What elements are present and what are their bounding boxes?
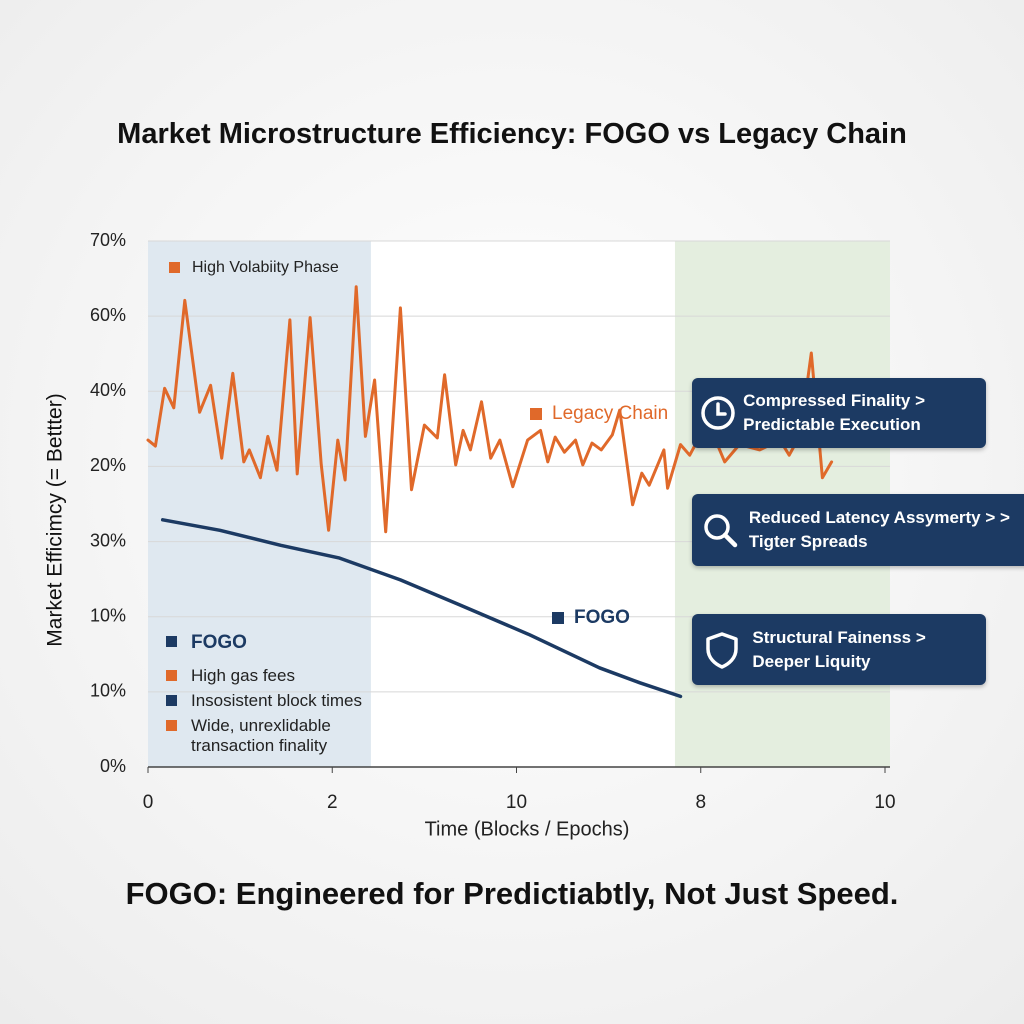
y-tick-label: 30% (90, 530, 126, 550)
series-label: Legacy Chain (552, 403, 668, 424)
legend-label: Insosistent block times (191, 691, 363, 710)
series-line (146, 285, 834, 534)
y-tick-label: 20% (90, 455, 126, 475)
legend-marker (166, 720, 177, 731)
y-tick-label: 70% (90, 230, 126, 250)
legend-marker (166, 636, 177, 647)
card-icon (706, 631, 738, 669)
card-icon (700, 396, 735, 430)
card-icon (704, 514, 738, 548)
legend-marker (166, 670, 177, 681)
card-icon-box (692, 510, 749, 550)
chart-subtitle: FOGO: Engineered for Predictiabtly, Not … (125, 876, 899, 911)
legend-item: High gas fees (160, 666, 380, 686)
series-label-marker (552, 612, 564, 624)
series-label-marker (530, 408, 542, 420)
y-axis-label: Market Efficimcy (= Bettter) (44, 393, 67, 646)
x-tick-label: 2 (327, 792, 338, 813)
info-card: Structural Fainenss > Deeper Liquity (692, 614, 986, 685)
legend: FOGO High gas fees Insosistent block times… (160, 632, 380, 761)
region-marker (169, 262, 180, 273)
x-tick-label: 8 (695, 792, 706, 813)
legend-marker (166, 695, 177, 706)
x-tick-label: 10 (506, 792, 527, 813)
card-text: Reduced Latency Assymerty > > Tigter Spr… (748, 508, 1010, 551)
card-text: Structural Fainenss > Deeper Liquity (752, 627, 926, 671)
chart-title: Market Microstructure Efficiency: FOGO v… (117, 118, 907, 150)
y-tick-label: 40% (90, 380, 126, 400)
x-axis-label: Time (Blocks / Epochs) (425, 818, 630, 840)
card-icon-box (692, 393, 743, 433)
y-tick-label: 0% (100, 756, 126, 776)
y-tick-label: 10% (90, 681, 126, 701)
x-tick-label: 10 (874, 792, 895, 813)
region-label: High Volabiity Phase (192, 259, 339, 276)
legend-item: Insosistent block times (160, 691, 380, 711)
legend-item: Wide, unrexlidable transaction finality (160, 716, 380, 756)
legend-label: FOGO (191, 632, 247, 653)
info-card: Reduced Latency Assymerty > > Tigter Spr… (692, 494, 1024, 566)
info-card: Compressed Finality > Predictable Execut… (692, 378, 986, 448)
shaded-region (148, 241, 371, 767)
card-icon-box (692, 630, 752, 670)
series-label: FOGO (574, 607, 630, 628)
legend-label: High gas fees (191, 666, 295, 685)
legend-item: FOGO (160, 632, 380, 654)
y-tick-label: 10% (90, 605, 126, 625)
card-text: Compressed Finality > Predictable Execut… (743, 391, 926, 434)
legend-label: Wide, unrexlidable transaction finality (191, 716, 331, 755)
series-line (160, 518, 683, 699)
y-tick-label: 60% (90, 305, 126, 325)
x-tick-label: 0 (143, 792, 154, 813)
